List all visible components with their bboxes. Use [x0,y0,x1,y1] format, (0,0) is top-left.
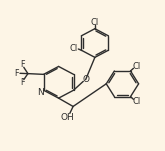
Text: Cl: Cl [69,44,78,53]
Text: N: N [37,88,44,97]
Text: Cl: Cl [91,18,99,27]
Text: O: O [83,75,90,84]
Text: F: F [20,60,25,69]
Text: F: F [20,78,25,87]
Text: OH: OH [61,113,75,122]
Text: Cl: Cl [133,97,141,106]
Text: Cl: Cl [133,62,141,71]
Text: F: F [14,69,19,78]
